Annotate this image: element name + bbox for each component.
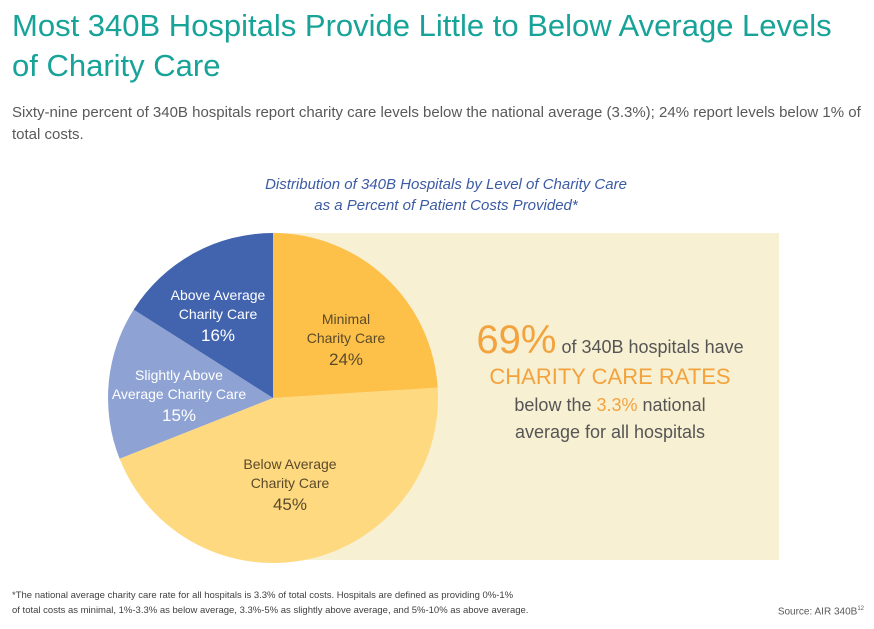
callout-highlight: 3.3% — [596, 395, 638, 415]
slice-label-text: Slightly Above — [135, 367, 223, 383]
callout-line-1: of 340B hospitals have — [561, 337, 744, 357]
slice-label-text: Minimal — [321, 311, 371, 327]
chart-title: Distribution of 340B Hospitals by Level … — [196, 174, 696, 216]
footnote-line-1: *The national average charity care rate … — [12, 590, 514, 601]
slice-label-text: Charity Care — [250, 475, 330, 491]
footnote-line-2: of total costs as minimal, 1%-3.3% as be… — [12, 605, 529, 616]
slice-label-text: Charity Care — [178, 306, 258, 322]
source-text: Source: AIR 340B — [777, 606, 858, 618]
pie-slice-below-average — [119, 387, 438, 563]
slice-label-text: Charity Care — [306, 330, 386, 346]
slice-value-label: 15% — [161, 406, 197, 425]
slice-label-text: Below Average — [243, 456, 337, 472]
source-superscript: 12 — [857, 606, 864, 612]
callout-big-percent: 69% — [476, 318, 557, 362]
slice-label-text: Above Average — [170, 287, 266, 303]
slice-value-label: 16% — [200, 326, 236, 345]
page-title: Most 340B Hospitals Provide Little to Be… — [12, 8, 832, 83]
source-note: Source: AIR 340B12 — [778, 606, 864, 617]
pie-slice-minimal — [273, 233, 438, 398]
slice-label-slightly-above: Slightly Above Average Charity Care 15% — [112, 366, 246, 428]
pie-slice-above-average — [133, 233, 273, 398]
callout-line-2: CHARITY CARE RATES — [489, 364, 731, 389]
callout-line-4: average for all hospitals — [514, 422, 706, 442]
callout-text: 69% of 340B hospitals have CHARITY CARE … — [440, 318, 780, 446]
callout-line-3c: national — [642, 395, 706, 415]
slice-label-above-average: Above Average Charity Care 16% — [171, 286, 266, 348]
slice-value-label: 24% — [328, 350, 364, 369]
page-subtitle: Sixty-nine percent of 340B hospitals rep… — [12, 104, 861, 143]
slice-value-label: 45% — [272, 495, 308, 514]
chart-title-line-1: Distribution of 340B Hospitals by Level … — [265, 176, 627, 193]
chart-title-line-2: as a Percent of Patient Costs Provided* — [314, 197, 578, 214]
callout-line-3a: below the — [514, 395, 592, 415]
slice-label-text: Average Charity Care — [111, 386, 247, 402]
footnote: *The national average charity care rate … — [12, 588, 652, 618]
slice-label-minimal: Minimal Charity Care 24% — [307, 310, 386, 372]
pie-slice-slightly-above — [108, 309, 274, 459]
slice-label-below-average: Below Average Charity Care 45% — [243, 455, 336, 517]
